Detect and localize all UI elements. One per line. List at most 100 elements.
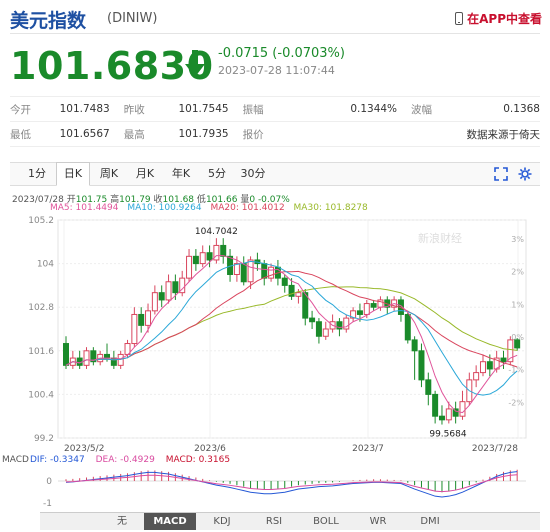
candle-body xyxy=(233,263,240,275)
tab-daily-k[interactable]: 日K xyxy=(56,162,90,186)
ticker-code: (DINIW) xyxy=(107,11,158,26)
candle-body xyxy=(336,321,343,330)
max-price-label: 104.7042 xyxy=(195,227,238,237)
candle-body xyxy=(151,292,158,312)
ohlc-readout: 2023/07/28 开101.75 高101.79 收101.68 低101.… xyxy=(12,192,290,205)
page-title: 美元指数 xyxy=(10,10,87,32)
ma10-value: MA10: 100.9264 xyxy=(127,203,202,213)
candle-body xyxy=(315,321,322,337)
tab-5min[interactable]: 5分 xyxy=(208,167,226,180)
candle-body xyxy=(145,310,152,326)
tab-weekly-k[interactable]: 周K xyxy=(99,167,119,180)
candlestick-chart[interactable]: 105.2104102.8101.6100.499.23%2%1%0%-1%-2… xyxy=(0,212,550,454)
amplitude-value: 0.1344% xyxy=(280,96,412,122)
candle-body xyxy=(343,317,350,330)
candle-body xyxy=(90,350,97,363)
y-tick-label: 105.2 xyxy=(28,216,54,226)
last-price: 101.6830 xyxy=(10,44,214,88)
price-change: -0.0715 (-0.0703%) xyxy=(218,46,345,61)
candle-body xyxy=(288,284,295,297)
candle-body xyxy=(322,328,329,337)
candle-body xyxy=(425,379,432,395)
wave-label: 波幅 xyxy=(411,96,449,122)
open-in-app-link[interactable]: 在APP中查看 xyxy=(455,10,542,27)
candle-body xyxy=(138,313,145,326)
high-value: 101.7935 xyxy=(161,121,243,147)
ma-legend: MA5: 101.4494 MA10: 100.9264 MA20: 101.4… xyxy=(50,203,374,213)
dif-line xyxy=(65,471,518,498)
ohlc-low: 101.66 xyxy=(205,195,238,205)
x-tick-label: 2023/5/2 xyxy=(64,444,104,454)
ohlc-open-label: 开 xyxy=(66,195,76,205)
candle-body xyxy=(309,317,316,323)
high-label: 最高 xyxy=(123,121,162,147)
ohlc-date: 2023/07/28 xyxy=(12,195,64,205)
candle-body xyxy=(63,343,69,366)
ohlc-low-label: 低 xyxy=(196,195,206,205)
tab-boll[interactable]: BOLL xyxy=(313,516,339,527)
tab-yearly-k[interactable]: 年K xyxy=(171,167,191,180)
header-divider xyxy=(10,33,540,34)
x-tick-label: 2023/6 xyxy=(194,444,226,454)
ma30-value: MA30: 101.8278 xyxy=(293,203,368,213)
candle-body xyxy=(83,350,90,366)
tab-none[interactable]: 无 xyxy=(117,516,127,527)
candle-body xyxy=(261,263,268,279)
prev-close-label: 昨收 xyxy=(123,96,162,122)
tab-dmi[interactable]: DMI xyxy=(420,516,440,527)
stats-table: 今开 101.7483 昨收 101.7545 振幅 0.1344% 波幅 0.… xyxy=(10,96,540,147)
min-price-label: 99.5684 xyxy=(429,430,466,440)
candle-body xyxy=(110,357,117,366)
candle-body xyxy=(104,353,111,359)
tab-wr[interactable]: WR xyxy=(369,516,387,527)
wave-value: 0.1368 xyxy=(448,96,540,122)
candle-body xyxy=(172,281,179,294)
y-tick-label: 104 xyxy=(37,260,54,270)
ma20-line xyxy=(65,270,518,368)
data-source: 数据来源于倚天 xyxy=(280,121,540,147)
candle-body xyxy=(192,255,199,265)
candle-body xyxy=(268,266,275,279)
macd-y-tick: 0 xyxy=(46,477,52,487)
tab-rsi[interactable]: RSI xyxy=(265,516,283,527)
macd-chart: 0 -1 xyxy=(43,469,526,509)
candle-body xyxy=(302,292,309,319)
candle-body xyxy=(438,415,445,421)
settings-gear-icon[interactable] xyxy=(518,167,532,181)
candle-body xyxy=(418,350,425,381)
x-tick-label: 2023/7 xyxy=(352,444,384,454)
ohlc-high-label: 高 xyxy=(110,195,120,205)
candle-body xyxy=(295,292,302,297)
candle-body xyxy=(165,281,172,301)
ma5-value: MA5: 101.4494 xyxy=(50,203,119,213)
header: 美元指数 (DINIW) 在APP中查看 xyxy=(0,0,550,34)
low-label: 最低 xyxy=(10,121,48,147)
candle-body xyxy=(473,372,480,381)
ohlc-high: 101.79 xyxy=(119,195,151,205)
macd-dea: DEA: -0.4929 xyxy=(95,455,155,465)
candle-body xyxy=(514,339,521,349)
ohlc-vol: 0 xyxy=(249,195,256,205)
open-in-app-label: 在APP中查看 xyxy=(467,12,542,26)
indicator-tabs: 无 MACD KDJ RSI BOLL WR DMI xyxy=(40,512,540,530)
macd-title: MACD xyxy=(2,455,29,465)
ohlc-close-label: 收 xyxy=(153,195,163,205)
stats-row: 今开 101.7483 昨收 101.7545 振幅 0.1344% 波幅 0.… xyxy=(10,96,540,122)
tab-kdj[interactable]: KDJ xyxy=(213,516,231,527)
ohlc-open: 101.75 xyxy=(75,195,108,205)
tab-monthly-k[interactable]: 月K xyxy=(135,167,155,180)
candle-body xyxy=(404,313,411,341)
ma20-value: MA20: 101.4012 xyxy=(210,203,285,213)
tab-macd[interactable]: MACD xyxy=(144,513,196,530)
candle-body xyxy=(131,313,138,345)
candle-body xyxy=(213,244,220,261)
arrow-down-icon xyxy=(185,50,205,77)
macd-legend: MACD DIF: -0.3347 DEA: -0.4929 MACD: 0.3… xyxy=(2,455,238,465)
candle-body xyxy=(500,357,507,363)
tab-30min[interactable]: 30分 xyxy=(240,167,266,180)
tab-1min[interactable]: 1分 xyxy=(28,167,46,180)
y-tick-label: 99.2 xyxy=(34,434,54,444)
fullscreen-icon[interactable] xyxy=(494,167,508,181)
ohlc-close: 101.68 xyxy=(162,195,195,205)
ma5-line xyxy=(65,255,518,414)
